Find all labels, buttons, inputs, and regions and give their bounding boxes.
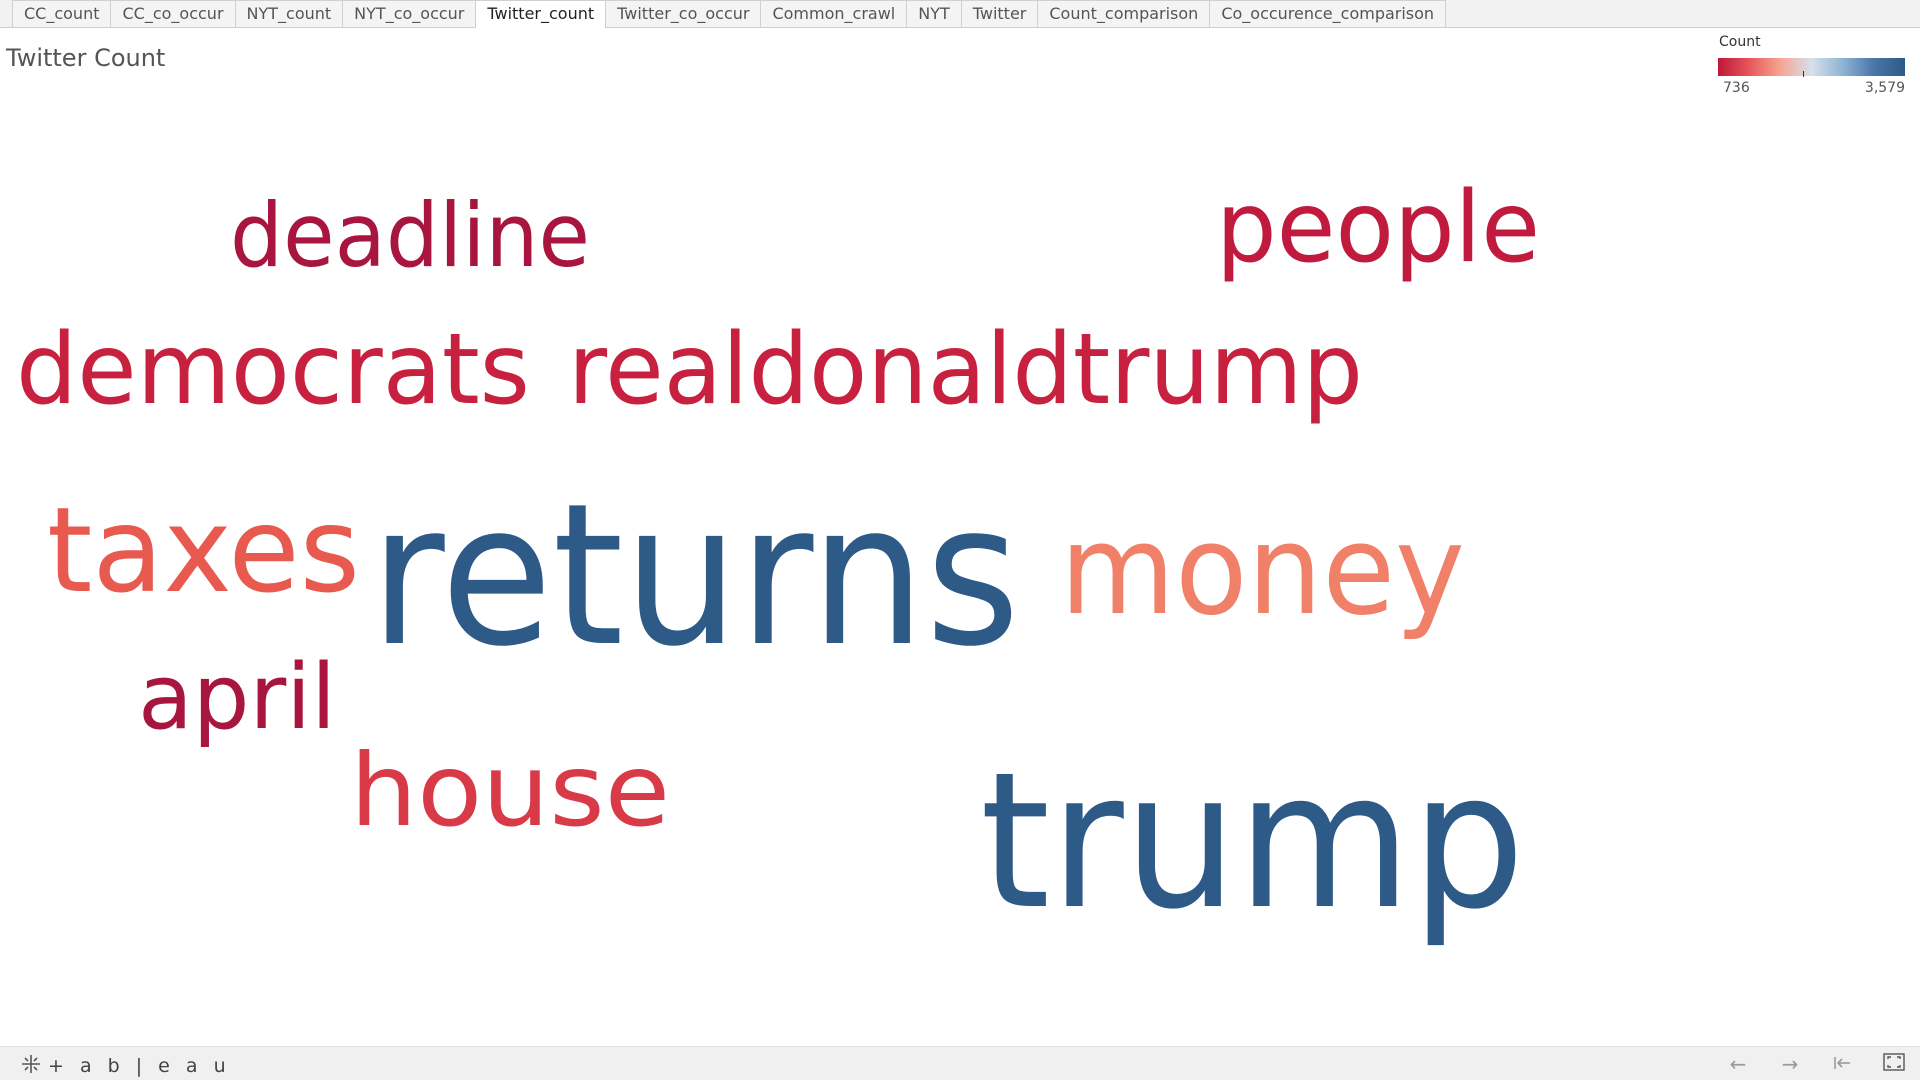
word-cloud: returns trump money taxes democrats realdonal…	[0, 28, 1920, 1044]
word-people[interactable]: people	[1216, 171, 1540, 285]
undo-button[interactable]: ←	[1724, 1052, 1752, 1076]
word-april[interactable]: april	[138, 645, 336, 750]
word-house[interactable]: house	[350, 732, 670, 849]
legend-gradient-bar	[1718, 58, 1905, 77]
tab-cc-co-occur[interactable]: CC_co_occur	[110, 0, 236, 27]
word-realdonaldtrump[interactable]: realdonaldtrump	[568, 313, 1363, 427]
tableau-logo-icon	[20, 1053, 42, 1079]
tab-common-crawl[interactable]: Common_crawl	[760, 0, 908, 27]
color-legend[interactable]: Count 736 3,579	[1718, 34, 1908, 98]
tableau-brand-link[interactable]: + a b | e a u	[20, 1053, 231, 1079]
word-democrats[interactable]: democrats	[16, 313, 530, 427]
word-money[interactable]: money	[1060, 499, 1465, 643]
fullscreen-icon	[1883, 1052, 1905, 1076]
tab-nyt[interactable]: NYT	[906, 0, 962, 27]
tableau-brand-text: + a b | e a u	[48, 1055, 231, 1077]
tab-twitter-co-occur[interactable]: Twitter_co_occur	[605, 0, 762, 27]
arrow-left-icon: ←	[1729, 1052, 1747, 1076]
sheet-title: Twitter Count	[6, 44, 166, 72]
legend-gradient-svg	[1718, 58, 1905, 76]
sheet-tab-bar: CC_count CC_co_occur NYT_count NYT_co_occur…	[0, 0, 1920, 28]
word-trump[interactable]: trump	[980, 732, 1525, 951]
tab-count-comparison[interactable]: Count_comparison	[1037, 0, 1211, 27]
legend-center-tick	[1803, 71, 1804, 77]
legend-min-label: 736	[1723, 80, 1750, 96]
tab-co-occurence-comparison[interactable]: Co_occurence_comparison	[1209, 0, 1447, 27]
tab-cc-count[interactable]: CC_count	[12, 0, 112, 27]
redo-button[interactable]: →	[1776, 1052, 1804, 1076]
tab-nyt-co-occur[interactable]: NYT_co_occur	[342, 0, 477, 27]
fullscreen-button[interactable]	[1880, 1053, 1908, 1075]
legend-gradient-fill	[1718, 58, 1905, 76]
legend-title: Count	[1719, 34, 1761, 50]
legend-max-label: 3,579	[1864, 80, 1905, 96]
arrow-right-icon: →	[1781, 1052, 1799, 1076]
revert-icon	[1832, 1052, 1852, 1076]
word-returns[interactable]: returns	[370, 462, 1020, 690]
tab-twitter-count[interactable]: Twitter_count	[475, 0, 607, 28]
viz-toolbar: + a b | e a u ← →	[0, 1046, 1920, 1080]
legend-labels: 736 3,579	[1718, 80, 1905, 98]
word-deadline[interactable]: deadline	[230, 184, 590, 287]
tab-nyt-count[interactable]: NYT_count	[234, 0, 344, 27]
word-taxes[interactable]: taxes	[47, 481, 360, 619]
word-cloud-svg: returns trump money taxes democrats realdonal…	[16, 171, 1540, 951]
revert-button[interactable]	[1828, 1053, 1856, 1075]
tab-twitter[interactable]: Twitter	[960, 0, 1039, 27]
